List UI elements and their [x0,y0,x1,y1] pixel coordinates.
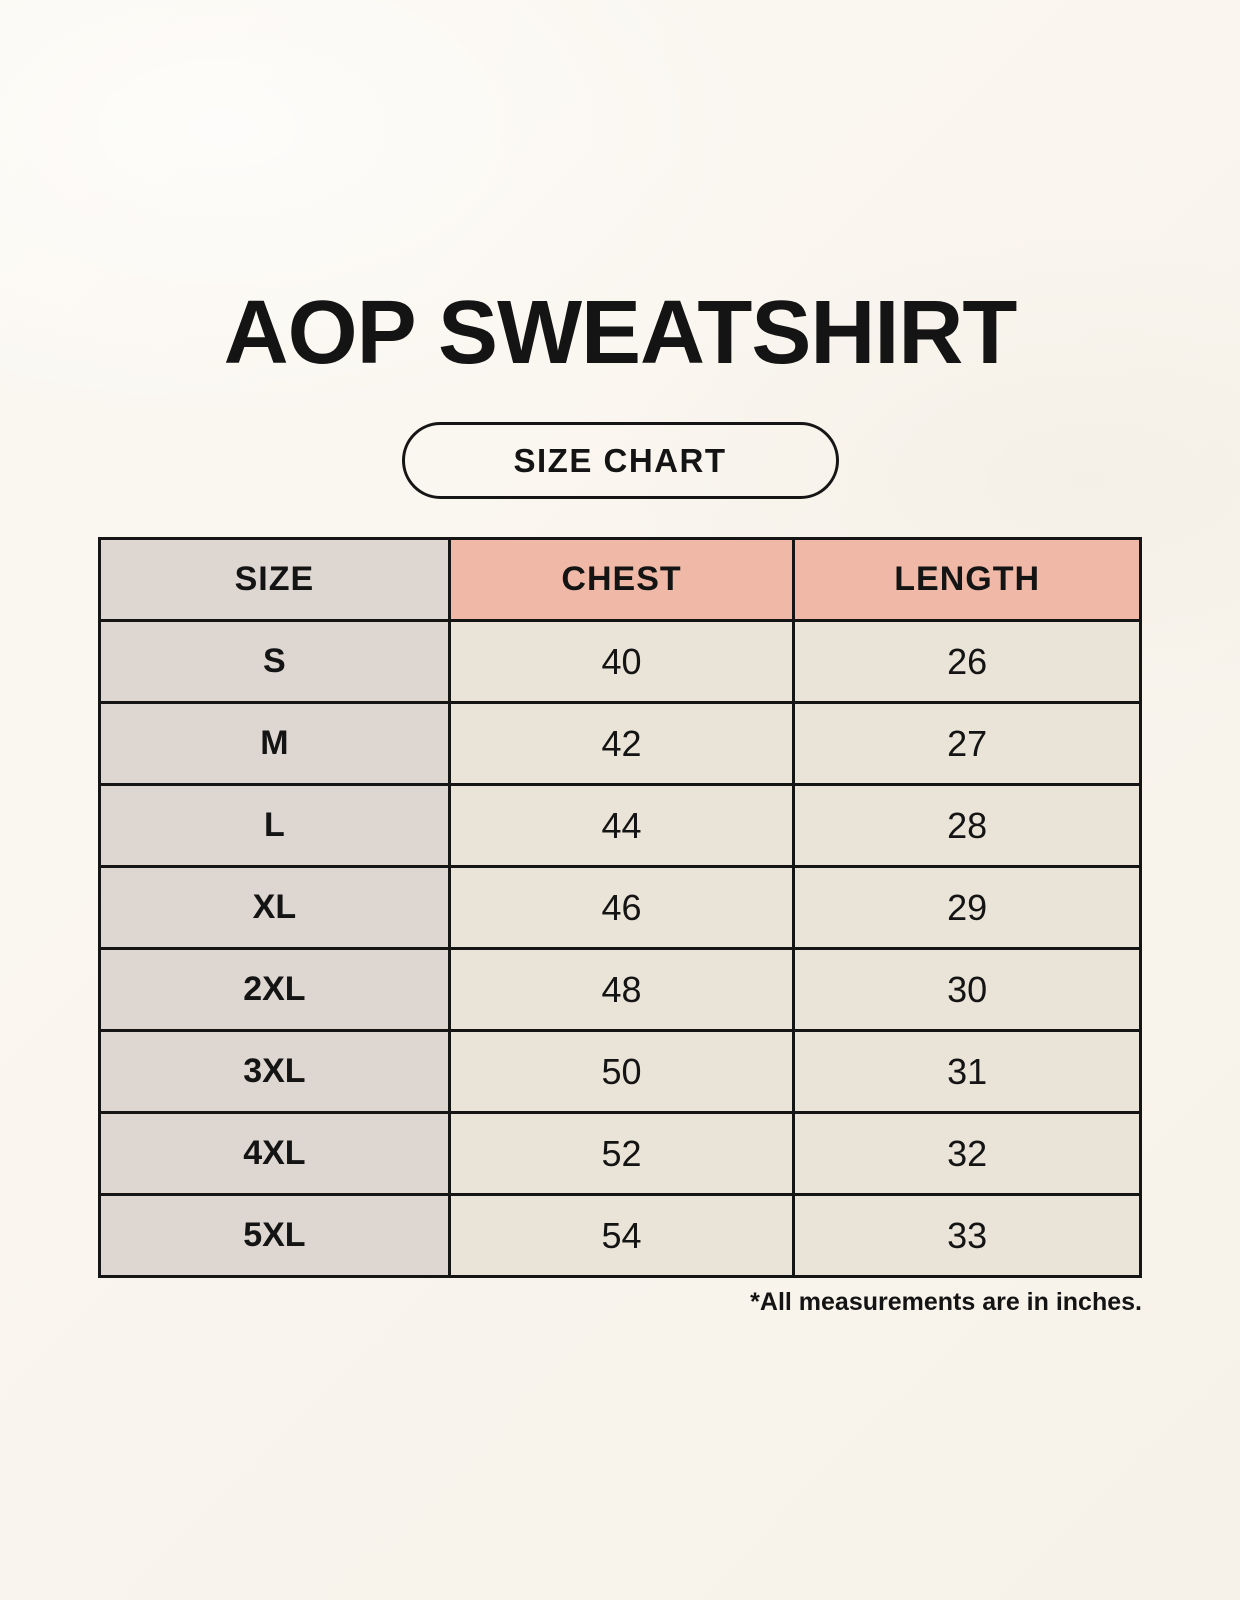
table-row: 3XL 50 31 [98,1029,1142,1114]
table-row: 2XL 48 30 [98,947,1142,1032]
table-row: 4XL 52 32 [98,1111,1142,1196]
table-row: XL 46 29 [98,865,1142,950]
size-chart-badge: SIZE CHART [401,422,839,499]
size-cell: 3XL [98,1029,451,1114]
chest-cell: 42 [447,701,796,786]
size-cell: M [98,701,451,786]
column-header-chest: CHEST [447,537,796,622]
table-header-row: SIZE CHEST LENGTH [98,537,1142,622]
length-cell: 33 [792,1193,1142,1278]
size-cell: L [98,783,451,868]
length-cell: 31 [792,1029,1142,1114]
length-cell: 26 [792,619,1142,704]
chest-cell: 40 [447,619,796,704]
page-title: AOP SWEATSHIRT [223,283,1018,383]
badge-container: SIZE CHART [0,422,1240,499]
chest-cell: 46 [447,865,796,950]
size-cell: 5XL [98,1193,451,1278]
length-cell: 32 [792,1111,1142,1196]
table-row: S 40 26 [98,619,1142,704]
column-header-size: SIZE [98,537,451,622]
chest-cell: 54 [447,1193,796,1278]
size-cell: S [98,619,451,704]
chest-cell: 52 [447,1111,796,1196]
size-cell: 2XL [98,947,451,1032]
size-cell: XL [98,865,451,950]
table-row: 5XL 54 33 [98,1193,1142,1278]
size-table: SIZE CHEST LENGTH S 40 26 M 42 27 L 44 28 XL 46 29 2… [98,537,1142,1278]
chest-cell: 50 [447,1029,796,1114]
table-body: S 40 26 M 42 27 L 44 28 XL 46 29 2XL 48 30 3XL 50 31 4XL 52… [98,619,1142,1278]
table-row: L 44 28 [98,783,1142,868]
chest-cell: 44 [447,783,796,868]
column-header-length: LENGTH [792,537,1142,622]
table-row: M 42 27 [98,701,1142,786]
length-cell: 30 [792,947,1142,1032]
length-cell: 27 [792,701,1142,786]
size-table-container: SIZE CHEST LENGTH S 40 26 M 42 27 L 44 28 XL 46 29 2… [98,537,1142,1317]
size-cell: 4XL [98,1111,451,1196]
length-cell: 29 [792,865,1142,950]
chest-cell: 48 [447,947,796,1032]
size-chart-page: AOP SWEATSHIRT SIZE CHART SIZE CHEST LEN… [0,283,1240,1317]
length-cell: 28 [792,783,1142,868]
measurements-footnote: *All measurements are in inches. [750,1288,1142,1316]
